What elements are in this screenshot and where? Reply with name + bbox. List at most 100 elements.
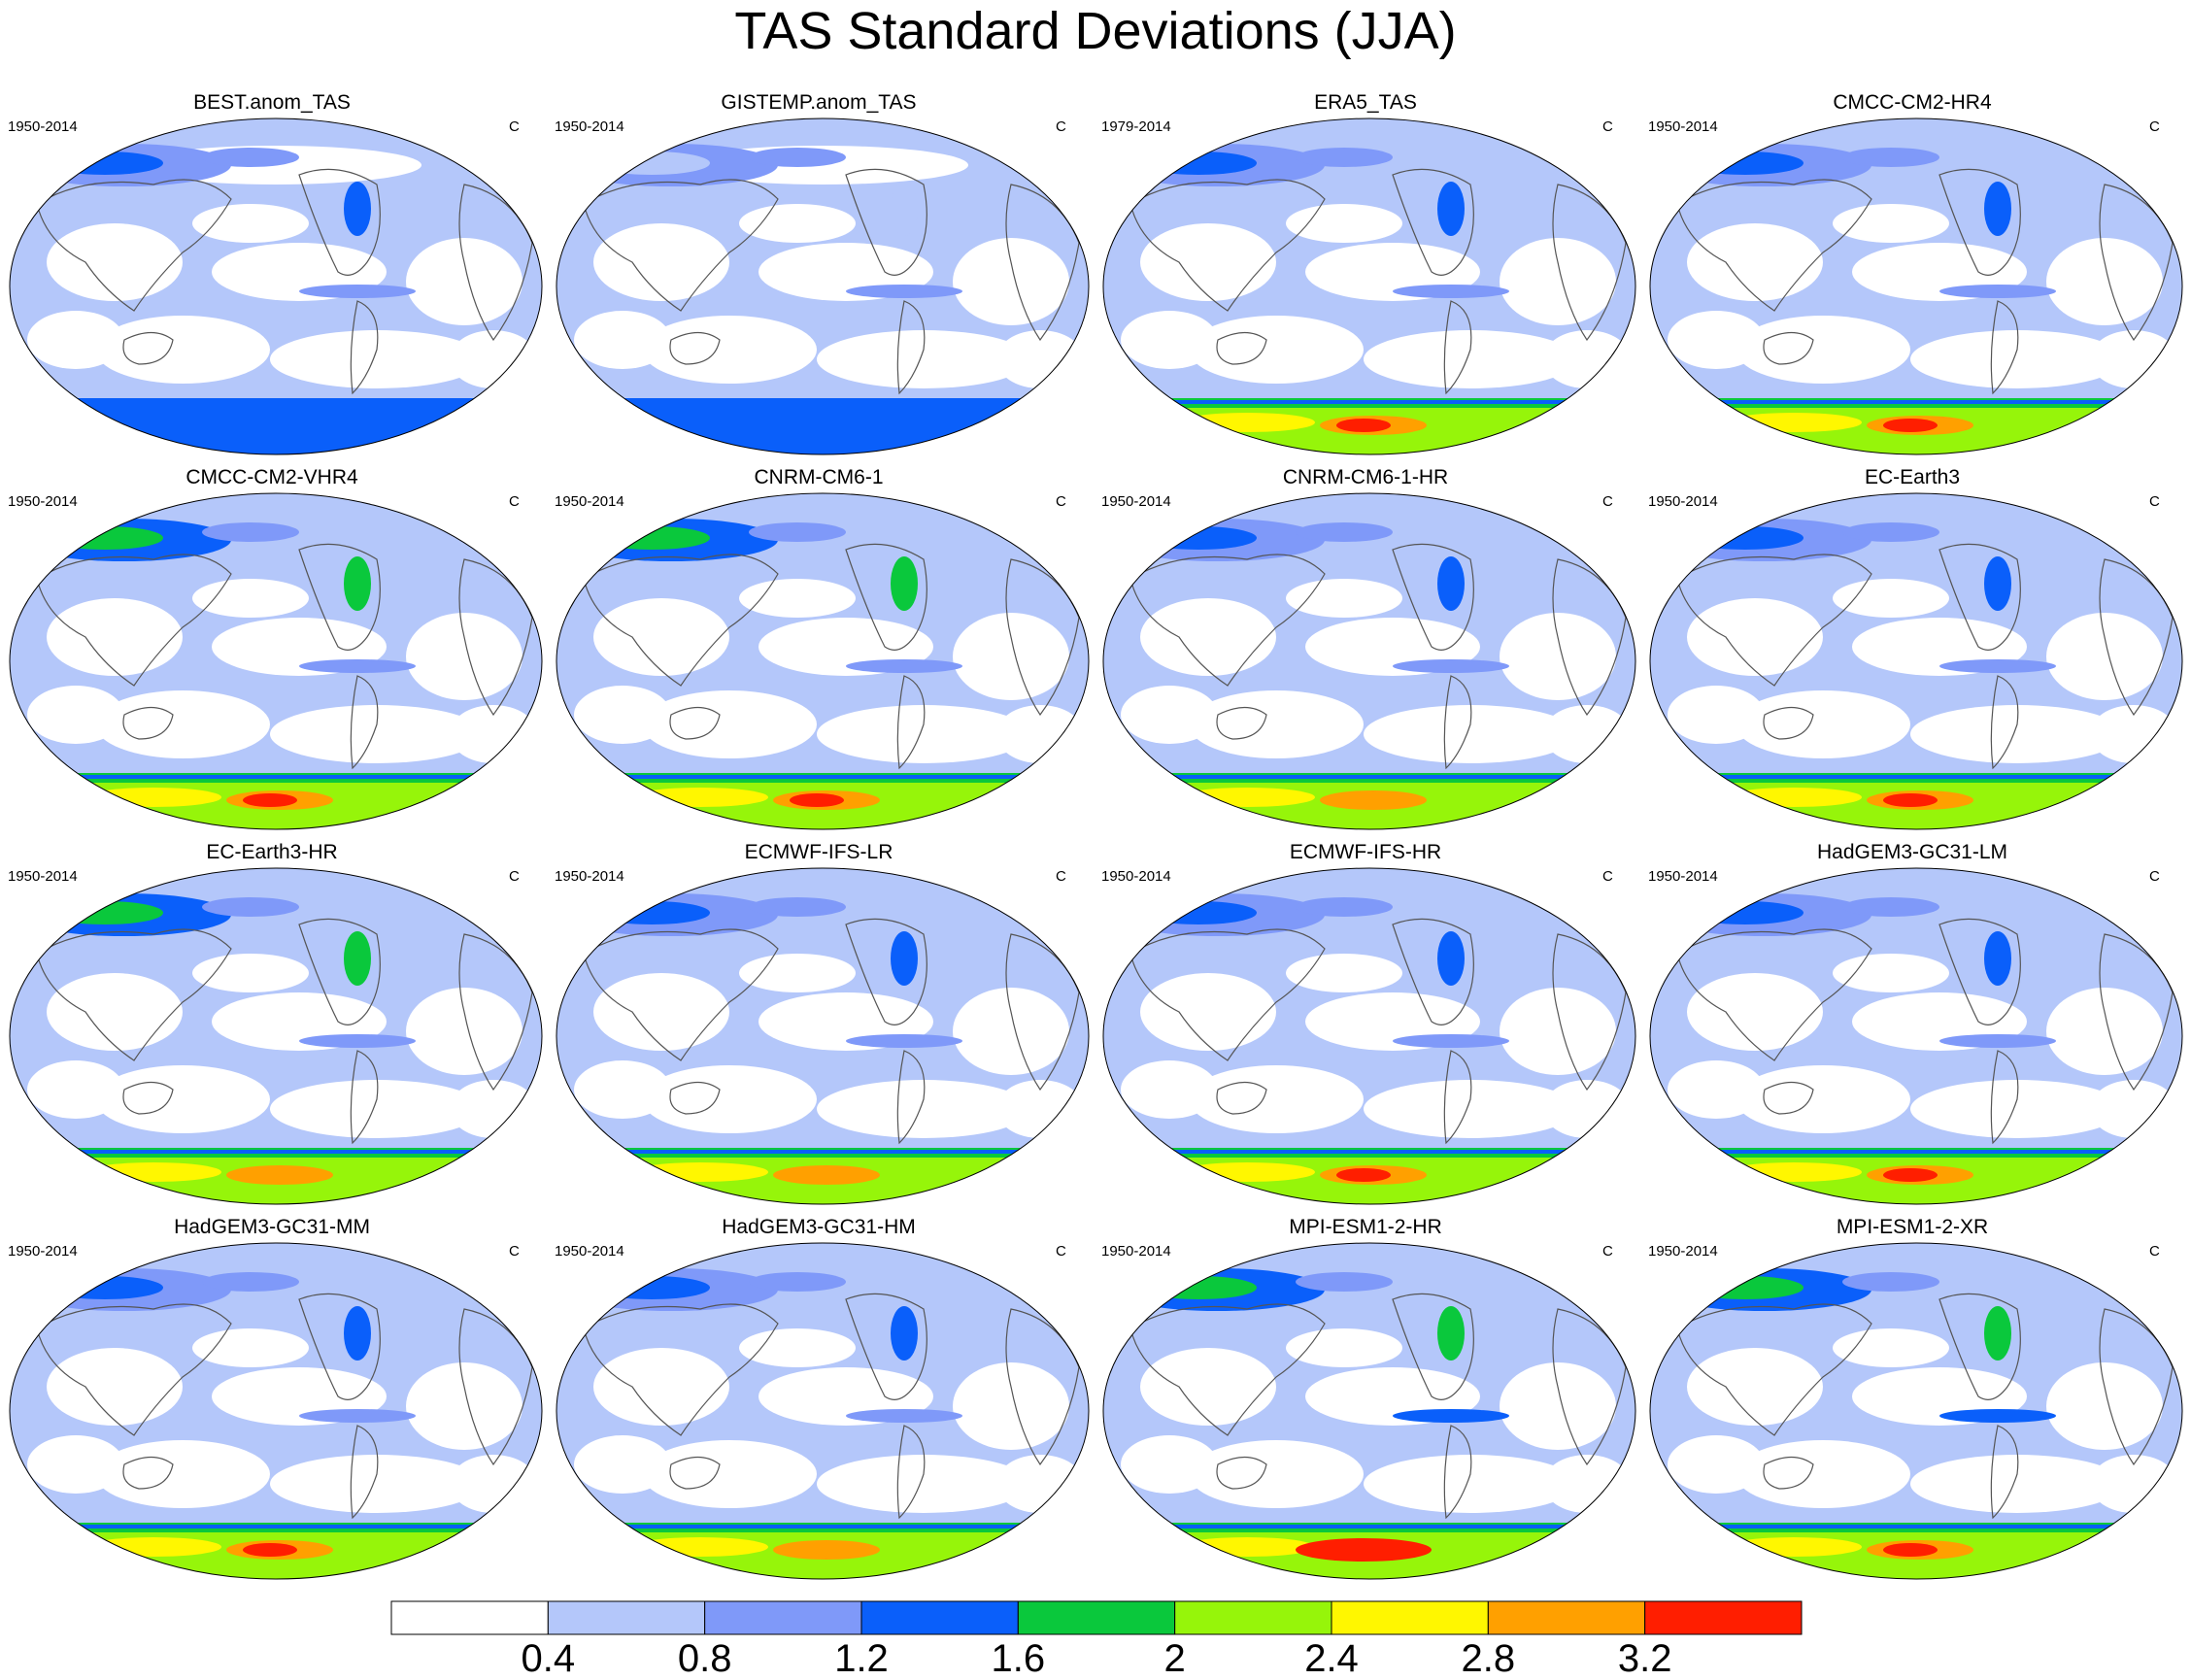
panel-units: C: [509, 868, 520, 885]
panel-units: C: [2149, 1243, 2160, 1260]
panel-period: 1950-2014: [8, 118, 78, 135]
panel-period: 1950-2014: [8, 493, 78, 510]
colorbar-swatch: [1331, 1600, 1489, 1635]
panel-units: C: [2149, 118, 2160, 135]
map-panel: CMCC-CM2-HR4 1950-2014 C: [1640, 91, 2184, 460]
panel-title: BEST.anom_TAS: [193, 91, 351, 114]
map-projection: [1102, 492, 1636, 830]
panel-period: 1950-2014: [1648, 118, 1718, 135]
panel-title: ECMWF-IFS-HR: [1289, 841, 1442, 863]
colorbar-tick-label: 0.4: [521, 1637, 576, 1680]
panel-units: C: [509, 493, 520, 510]
panel-title: GISTEMP.anom_TAS: [721, 91, 917, 114]
panel-units: C: [509, 1243, 520, 1260]
panel-units: C: [1056, 118, 1066, 135]
map-panel: MPI-ESM1-2-HR 1950-2014 C: [1094, 1216, 1637, 1585]
map-panel: GISTEMP.anom_TAS 1950-2014 C: [547, 91, 1091, 460]
shaded-field: [10, 493, 542, 829]
colorbar-swatch: [860, 1600, 1019, 1635]
map-panel: CNRM-CM6-1-HR 1950-2014 C: [1094, 466, 1637, 835]
panel-title: HadGEM3-GC31-MM: [174, 1216, 370, 1238]
panel-title: HadGEM3-GC31-HM: [722, 1216, 916, 1238]
colorbar-swatch: [390, 1600, 549, 1635]
map-projection: [556, 118, 1090, 455]
map-panel: MPI-ESM1-2-XR 1950-2014 C: [1640, 1216, 2184, 1585]
panel-title: CMCC-CM2-VHR4: [185, 466, 358, 488]
map-projection: [1649, 492, 2183, 830]
panel-units: C: [1056, 1243, 1066, 1260]
colorbar-swatch: [547, 1600, 706, 1635]
panel-period: 1950-2014: [1101, 493, 1171, 510]
colorbar-tick-label: 1.6: [991, 1637, 1046, 1680]
panel-title: MPI-ESM1-2-XR: [1836, 1216, 1989, 1238]
panel-period: 1950-2014: [555, 868, 624, 885]
map-panel: HadGEM3-GC31-MM 1950-2014 C: [0, 1216, 544, 1585]
map-projection: [1102, 118, 1636, 455]
colorbar-tick-label: 2: [1163, 1637, 1186, 1680]
colorbar: [390, 1600, 1803, 1640]
panel-units: C: [2149, 868, 2160, 885]
panel-period: 1950-2014: [555, 493, 624, 510]
map-panel: HadGEM3-GC31-HM 1950-2014 C: [547, 1216, 1091, 1585]
map-projection: [556, 867, 1090, 1205]
map-panel: BEST.anom_TAS 1950-2014 C: [0, 91, 544, 460]
panel-units: C: [1056, 868, 1066, 885]
shaded-field: [10, 1243, 542, 1579]
panel-title: EC-Earth3: [1864, 466, 1961, 488]
map-projection: [9, 1242, 543, 1580]
panel-period: 1950-2014: [1101, 868, 1171, 885]
map-projection: [1649, 867, 2183, 1205]
panel-title: CNRM-CM6-1-HR: [1282, 466, 1449, 488]
panel-period: 1950-2014: [1648, 493, 1718, 510]
panel-units: C: [1056, 493, 1066, 510]
panel-units: C: [1602, 868, 1613, 885]
shaded-field: [556, 493, 1089, 829]
panel-period: 1979-2014: [1101, 118, 1171, 135]
panel-title: ERA5_TAS: [1314, 91, 1417, 114]
colorbar-swatch: [1017, 1600, 1176, 1635]
map-panel: ERA5_TAS 1979-2014 C: [1094, 91, 1637, 460]
map-projection: [1102, 1242, 1636, 1580]
shaded-field: [556, 118, 1089, 454]
panel-title: ECMWF-IFS-LR: [744, 841, 893, 863]
map-panel: ECMWF-IFS-LR 1950-2014 C: [547, 841, 1091, 1210]
panel-title: CNRM-CM6-1: [754, 466, 884, 488]
shaded-field: [1650, 118, 2182, 454]
figure-title: TAS Standard Deviations (JJA): [734, 2, 1457, 60]
map-projection: [9, 492, 543, 830]
map-panel: CMCC-CM2-VHR4 1950-2014 C: [0, 466, 544, 835]
map-projection: [556, 1242, 1090, 1580]
map-panel: EC-Earth3-HR 1950-2014 C: [0, 841, 544, 1210]
panel-period: 1950-2014: [1648, 1243, 1718, 1260]
panel-period: 1950-2014: [555, 1243, 624, 1260]
colorbar-tick-label: 1.2: [834, 1637, 889, 1680]
colorbar-swatch: [1174, 1600, 1332, 1635]
panel-period: 1950-2014: [1101, 1243, 1171, 1260]
panel-units: C: [2149, 493, 2160, 510]
map-projection: [1649, 118, 2183, 455]
panel-title: HadGEM3-GC31-LM: [1816, 841, 2008, 863]
panel-units: C: [1602, 493, 1613, 510]
colorbar-tick-label: 2.4: [1304, 1637, 1359, 1680]
panel-period: 1950-2014: [8, 868, 78, 885]
map-projection: [1649, 1242, 2183, 1580]
panel-period: 1950-2014: [555, 118, 624, 135]
colorbar-swatch: [1487, 1600, 1646, 1635]
shaded-field: [556, 868, 1089, 1204]
map-panel: HadGEM3-GC31-LM 1950-2014 C: [1640, 841, 2184, 1210]
map-projection: [9, 867, 543, 1205]
colorbar-swatch: [704, 1600, 862, 1635]
panel-title: EC-Earth3-HR: [206, 841, 338, 863]
panel-period: 1950-2014: [8, 1243, 78, 1260]
colorbar-swatch: [1644, 1600, 1803, 1635]
panel-title: MPI-ESM1-2-HR: [1289, 1216, 1442, 1238]
panel-period: 1950-2014: [1648, 868, 1718, 885]
colorbar-tick-label: 2.8: [1461, 1637, 1516, 1680]
map-panel: CNRM-CM6-1 1950-2014 C: [547, 466, 1091, 835]
panel-units: C: [1602, 1243, 1613, 1260]
map-projection: [9, 118, 543, 455]
colorbar-tick-label: 0.8: [677, 1637, 732, 1680]
map-panel: EC-Earth3 1950-2014 C: [1640, 466, 2184, 835]
map-projection: [556, 492, 1090, 830]
map-projection: [1102, 867, 1636, 1205]
